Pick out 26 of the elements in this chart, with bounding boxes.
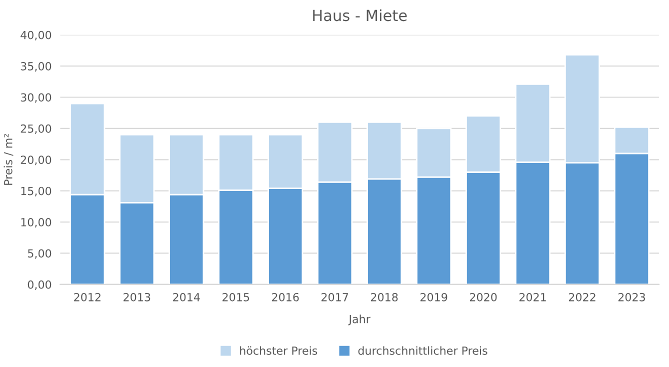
x-tick-label: 2019 [420, 292, 448, 302]
x-tick-label: 2012 [74, 292, 100, 302]
x-tick-label: 2017 [322, 292, 348, 302]
y-axis-title: Preis / m² [4, 134, 14, 185]
y-tick-label: 10,00 [21, 218, 52, 228]
x-tick-label: 2015 [222, 292, 250, 302]
y-tick-label: 30,00 [20, 93, 52, 103]
x-axis-title: Jahr [348, 314, 370, 326]
legend-label: höchster Preis [240, 346, 318, 355]
y-tick-label: 25,00 [20, 124, 52, 134]
x-tick-label: 2018 [371, 292, 398, 302]
legend-label: durchschnittlicher Preis [358, 346, 488, 355]
chart-title: Haus - Miete [313, 9, 407, 22]
x-tick-label: 2020 [470, 292, 497, 302]
x-tick-label: 2022 [568, 292, 596, 302]
x-tick-label: 2013 [124, 292, 150, 302]
x-tick-label: 2014 [173, 292, 200, 302]
y-tick-label: 40,00 [20, 30, 52, 40]
y-tick-label: 5,00 [28, 249, 52, 259]
x-tick-label: 2021 [519, 292, 546, 302]
x-tick-label: 2023 [618, 292, 645, 302]
x-tick-label: 2016 [272, 292, 299, 302]
y-tick-label: 15,00 [21, 186, 52, 196]
y-tick-label: 35,00 [20, 62, 52, 72]
y-tick-label: 20,00 [20, 156, 52, 166]
y-tick-label: 0,00 [28, 280, 52, 290]
